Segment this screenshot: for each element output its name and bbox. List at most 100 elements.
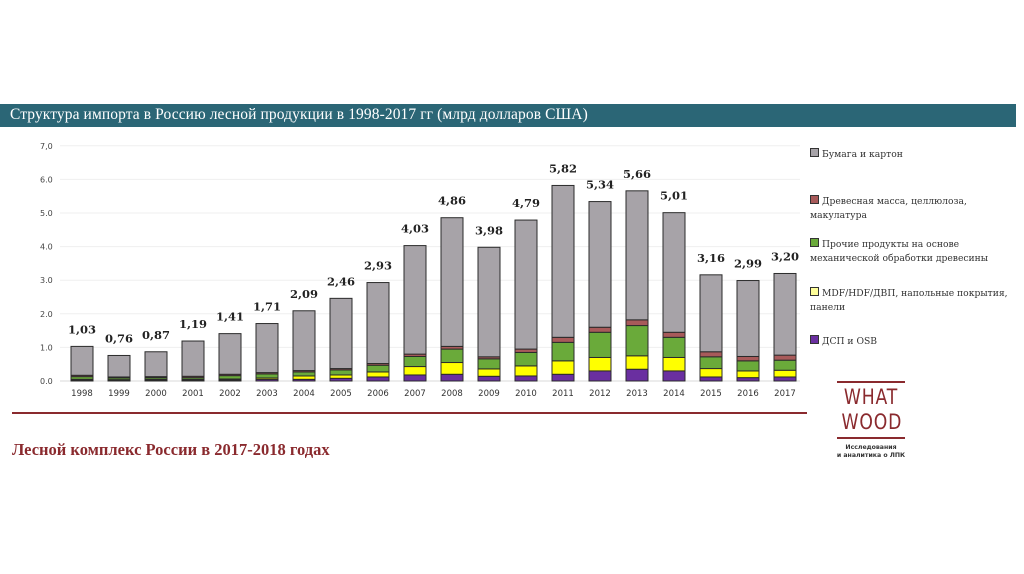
bar-segment bbox=[625, 368, 649, 382]
bar-stack bbox=[551, 184, 575, 382]
data-label: 3,20 bbox=[771, 249, 799, 263]
x-tick-label: 2005 bbox=[330, 389, 352, 399]
bar-segment bbox=[514, 219, 538, 350]
bar-segment bbox=[366, 282, 390, 365]
bar-segment bbox=[773, 354, 797, 361]
data-label: 1,41 bbox=[216, 310, 244, 324]
bar-segment bbox=[218, 333, 242, 375]
bar-stack bbox=[440, 217, 464, 382]
bar-segment bbox=[218, 375, 242, 380]
bar-segment bbox=[699, 376, 723, 382]
bar-segment bbox=[736, 355, 760, 362]
bar-segment bbox=[514, 365, 538, 377]
legend-label: Бумага и картон bbox=[822, 149, 903, 160]
legend-label: Прочие продукты на основе bbox=[822, 239, 960, 250]
bar-stack bbox=[514, 219, 538, 382]
bar-segment bbox=[736, 360, 760, 372]
bar-stack bbox=[144, 351, 168, 382]
data-label: 0,87 bbox=[142, 328, 170, 342]
x-tick-label: 2006 bbox=[367, 389, 389, 399]
bar-segment bbox=[699, 368, 723, 378]
legend-swatch bbox=[810, 287, 819, 296]
bar-segment bbox=[477, 368, 501, 377]
y-tick-label: 7,0 bbox=[40, 142, 53, 151]
bar-segment bbox=[292, 310, 316, 372]
legend-label: Древесная масса, целлюлоза, bbox=[822, 196, 967, 207]
bar-segment bbox=[255, 373, 279, 379]
bar-segment bbox=[662, 212, 686, 333]
bars bbox=[70, 184, 797, 382]
stacked-bar-chart: 0.0 1.0 2.0 3.0 4.0 5.0 6.0 7,0 1998 1999 2000 200… bbox=[40, 142, 800, 399]
bar-segment bbox=[736, 377, 760, 382]
logo-rule-bottom bbox=[837, 437, 905, 439]
bar-segment bbox=[588, 331, 612, 358]
data-label: 5,34 bbox=[586, 178, 614, 192]
bar-segment bbox=[477, 375, 501, 382]
bar-segment bbox=[588, 326, 612, 333]
legend-label: ДСП и OSB bbox=[822, 336, 878, 347]
bar-segment bbox=[736, 370, 760, 379]
bar-segment bbox=[514, 375, 538, 382]
bar-stack bbox=[699, 274, 723, 382]
bar-segment bbox=[551, 336, 575, 343]
bar-stack bbox=[366, 282, 390, 382]
data-label: 5,82 bbox=[549, 161, 577, 175]
bar-segment bbox=[514, 351, 538, 367]
x-tick-label: 2016 bbox=[737, 389, 759, 399]
bar-segment bbox=[440, 348, 464, 364]
x-tick-label: 2008 bbox=[441, 389, 463, 399]
x-tick-label: 2014 bbox=[663, 389, 685, 399]
data-label: 5,66 bbox=[623, 167, 651, 181]
bar-segment bbox=[625, 319, 649, 327]
bar-segment bbox=[699, 351, 723, 358]
bar-segment bbox=[403, 245, 427, 355]
bar-segment bbox=[662, 370, 686, 382]
chart-title: Структура импорта в Россию лесной продук… bbox=[10, 106, 588, 123]
legend-label-continued: механической обработки древесины bbox=[810, 253, 989, 264]
footer-title: Лесной комплекс России в 2017-2018 годах bbox=[12, 440, 330, 459]
x-axis-labels: 1998 1999 2000 2001 2002 2003 2004 2005 2006 2007… bbox=[71, 389, 796, 399]
x-tick-label: 2000 bbox=[145, 389, 167, 399]
bar-stack bbox=[70, 345, 94, 382]
y-tick-label: 4.0 bbox=[40, 243, 53, 252]
chart-title-banner: Структура импорта в Россию лесной продук… bbox=[0, 104, 1016, 127]
data-label: 1,19 bbox=[179, 317, 207, 331]
bar-segment bbox=[588, 356, 612, 372]
legend-item: MDF/HDF/ДВП, напольные покрытия, панели bbox=[810, 287, 1008, 315]
x-tick-label: 1999 bbox=[108, 389, 130, 399]
bar-segment bbox=[403, 355, 427, 368]
bar-segment bbox=[551, 184, 575, 338]
data-label: 3,16 bbox=[697, 251, 725, 265]
data-label: 4,79 bbox=[512, 196, 540, 210]
data-label: 2,99 bbox=[734, 257, 762, 271]
bar-segment bbox=[773, 369, 797, 378]
data-label: 4,86 bbox=[438, 194, 466, 208]
bar-segment bbox=[366, 376, 390, 382]
y-tick-label: 3.0 bbox=[40, 276, 53, 285]
data-label: 2,93 bbox=[364, 259, 392, 273]
footer-divider bbox=[12, 412, 807, 414]
data-label: 1,71 bbox=[253, 300, 281, 314]
data-label: 2,09 bbox=[290, 287, 318, 301]
bar-stack bbox=[292, 310, 316, 382]
bar-segment bbox=[514, 348, 538, 353]
bar-segment bbox=[773, 272, 797, 356]
bar-segment bbox=[662, 336, 686, 358]
data-label: 2,46 bbox=[327, 274, 355, 288]
value-labels: 1,03 0,76 0,87 1,19 1,41 1,71 2,09 2,46 2,93 4,03… bbox=[68, 161, 799, 345]
x-tick-label: 2007 bbox=[404, 389, 426, 399]
bar-stack bbox=[218, 333, 242, 382]
data-label: 3,98 bbox=[475, 223, 503, 237]
bar-stack bbox=[588, 201, 612, 382]
bar-segment bbox=[329, 297, 353, 370]
bar-stack bbox=[181, 340, 205, 382]
logo-subtitle-2: и аналитика о ЛПК bbox=[836, 452, 906, 459]
bar-segment bbox=[551, 373, 575, 382]
legend-swatch bbox=[810, 148, 819, 157]
y-tick-label: 5.0 bbox=[40, 209, 53, 218]
bar-stack bbox=[329, 297, 353, 382]
bar-segment bbox=[144, 351, 168, 378]
bar-stack bbox=[107, 354, 131, 382]
bar-segment bbox=[440, 217, 464, 347]
x-tick-label: 2013 bbox=[626, 389, 648, 399]
